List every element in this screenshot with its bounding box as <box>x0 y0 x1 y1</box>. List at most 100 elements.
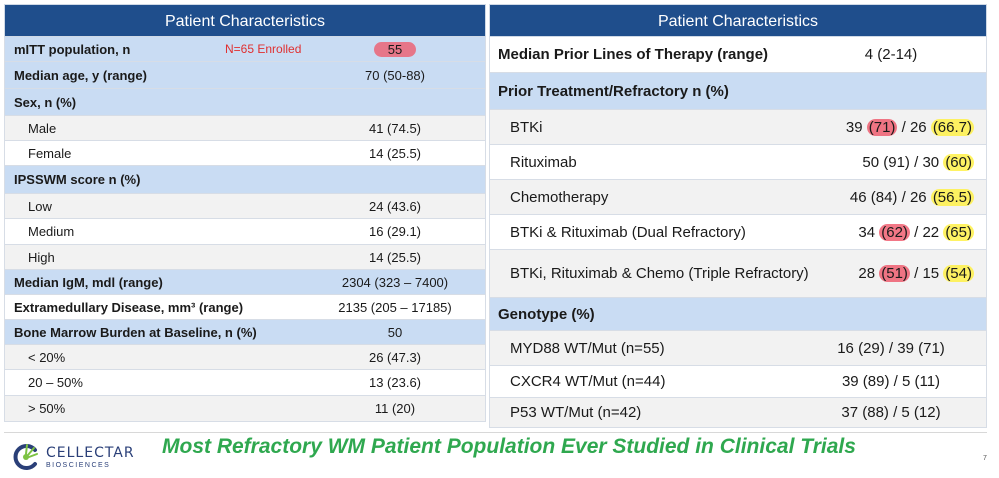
table-row-rituximab: Rituximab 50 (91) / 30 (60) <box>489 145 987 180</box>
left-table-title: Patient Characteristics <box>4 4 486 37</box>
row-label: IPSSWM score n (%) <box>14 172 141 187</box>
tagline: Most Refractory WM Patient Population Ev… <box>162 435 856 458</box>
table-row-20-50: 20 – 50% 13 (23.6) <box>4 370 486 396</box>
row-value: 55 <box>373 41 417 57</box>
row-label: P53 WT/Mut (n=42) <box>510 404 642 421</box>
table-row-median-age: Median age, y (range) 70 (50-88) <box>4 62 486 89</box>
row-label: CXCR4 WT/Mut (n=44) <box>510 373 666 390</box>
table-row-mitt: mITT population, n N=65 Enrolled 55 <box>4 37 486 62</box>
row-label: BTKi <box>510 118 543 136</box>
row-value: 39 (89) / 5 (11) <box>841 373 941 390</box>
table-row-dual-refractory: BTKi & Rituximab (Dual Refractory) 34 (6… <box>489 215 987 250</box>
percent-treated: (91) <box>883 153 910 171</box>
patient-characteristics-left-table: Patient Characteristics mITT population,… <box>4 4 486 422</box>
row-label: mITT population, n <box>14 41 131 57</box>
row-label: Median Prior Lines of Therapy (range) <box>498 46 769 63</box>
patient-characteristics-right-table: Patient Characteristics Median Prior Lin… <box>489 4 987 428</box>
logo-name: CELLECTAR <box>46 444 135 461</box>
row-value: 13 (23.6) <box>368 375 422 390</box>
footer-divider <box>4 432 987 433</box>
section-heading: Genotype (%) <box>498 305 595 323</box>
table-row-extramedullary: Extramedullary Disease, mm³ (range) 2135… <box>4 295 486 320</box>
row-label: Extramedullary Disease, mm³ (range) <box>14 299 244 315</box>
row-value: 11 (20) <box>374 401 416 416</box>
table-row-female: Female 14 (25.5) <box>4 141 486 166</box>
percent-refractory: (66.7) <box>930 118 974 136</box>
row-label: BTKi & Rituximab (Dual Refractory) <box>510 223 746 241</box>
section-heading: Prior Treatment/Refractory n (%) <box>498 82 729 100</box>
percent-treated: (84) <box>870 188 898 206</box>
count-treated: 39 <box>845 118 863 136</box>
table-row-gt50: > 50% 11 (20) <box>4 396 486 422</box>
cellectar-logo: CELLECTAR BIOSCIENCES <box>10 440 135 474</box>
row-value: 16 (29) / 39 (71) <box>837 339 945 357</box>
row-value: 4 (2-14) <box>864 46 918 63</box>
row-value: 14 (25.5) <box>368 145 422 161</box>
table-row-myd88: MYD88 WT/Mut (n=55) 16 (29) / 39 (71) <box>489 331 987 366</box>
percent-refractory: (60) <box>943 153 974 171</box>
table-row-high: High 14 (25.5) <box>4 245 486 270</box>
percent-refractory: (65) <box>943 223 974 241</box>
genotype-heading: Genotype (%) <box>489 298 987 331</box>
row-label: Sex, n (%) <box>14 94 77 110</box>
row-label: BTKi, Rituximab & Chemo (Triple Refracto… <box>510 265 809 282</box>
prior-treatment-heading: Prior Treatment/Refractory n (%) <box>489 73 987 110</box>
table-row-btki: BTKi 39 (71) / 26 (66.7) <box>489 110 987 145</box>
row-value: 2304 (323 – 7400) <box>341 274 449 290</box>
row-label: 20 – 50% <box>28 375 83 390</box>
count-refractory: 26 <box>909 188 927 206</box>
row-label: Median IgM, mdl (range) <box>14 274 163 290</box>
percent-refractory: (56.5) <box>930 188 974 206</box>
enrolled-note: N=65 Enrolled <box>225 42 302 56</box>
page-number: 7 <box>983 455 987 462</box>
row-label: Chemotherapy <box>510 188 609 206</box>
count-refractory: 15 <box>922 265 940 282</box>
row-value: 70 (50-88) <box>365 67 425 83</box>
count-treated: 34 <box>858 223 876 241</box>
row-label: Median age, y (range) <box>14 67 147 83</box>
count-refractory: 22 <box>922 223 940 241</box>
percent-treated: (62) <box>879 223 910 241</box>
table-row-chemotherapy: Chemotherapy 46 (84) / 26 (56.5) <box>489 180 987 215</box>
right-table-title: Patient Characteristics <box>489 4 987 37</box>
row-label: High <box>28 249 55 265</box>
table-row-sex: Sex, n (%) <box>4 89 486 116</box>
table-row-lt20: < 20% 26 (47.3) <box>4 345 486 370</box>
row-value: 26 (47.3) <box>368 349 422 365</box>
logo-subtitle: BIOSCIENCES <box>46 461 111 469</box>
row-value: 24 (43.6) <box>368 198 422 214</box>
table-row-male: Male 41 (74.5) <box>4 116 486 141</box>
row-label: > 50% <box>28 401 66 416</box>
row-label: Rituximab <box>510 153 577 171</box>
count-treated: 50 <box>862 153 880 171</box>
row-label: Medium <box>28 224 75 239</box>
table-row-cxcr4: CXCR4 WT/Mut (n=44) 39 (89) / 5 (11) <box>489 366 987 398</box>
percent-treated: (71) <box>866 118 898 136</box>
row-value: 50 <box>387 324 403 340</box>
row-label: MYD88 WT/Mut (n=55) <box>510 339 665 357</box>
table-row-low: Low 24 (43.6) <box>4 194 486 219</box>
table-row-medium: Medium 16 (29.1) <box>4 219 486 245</box>
table-row-triple-refractory: BTKi, Rituximab & Chemo (Triple Refracto… <box>489 250 987 298</box>
row-label: < 20% <box>28 349 66 365</box>
row-value: 37 (88) / 5 (12) <box>841 404 941 421</box>
table-row-prior-lines: Median Prior Lines of Therapy (range) 4 … <box>489 37 987 73</box>
count-refractory: 26 <box>909 118 927 136</box>
table-row-bone-marrow: Bone Marrow Burden at Baseline, n (%) 50 <box>4 320 486 345</box>
row-label: Female <box>28 145 72 161</box>
percent-treated: (51) <box>879 265 910 282</box>
table-row-ipsswm: IPSSWM score n (%) <box>4 166 486 194</box>
percent-refractory: (54) <box>943 265 974 282</box>
count-refractory: 30 <box>922 153 940 171</box>
row-value: 41 (74.5) <box>368 120 422 136</box>
table-row-p53: P53 WT/Mut (n=42) 37 (88) / 5 (12) <box>489 398 987 428</box>
row-value: 2135 (205 – 17185) <box>338 299 452 315</box>
row-value: 16 (29.1) <box>368 224 422 239</box>
cellectar-logo-icon <box>13 444 38 470</box>
row-label: Bone Marrow Burden at Baseline, n (%) <box>14 324 257 340</box>
row-value: 14 (25.5) <box>368 249 422 265</box>
row-label: Male <box>28 120 57 136</box>
count-treated: 46 <box>849 188 867 206</box>
table-row-median-igm: Median IgM, mdl (range) 2304 (323 – 7400… <box>4 270 486 295</box>
count-treated: 28 <box>858 265 876 282</box>
